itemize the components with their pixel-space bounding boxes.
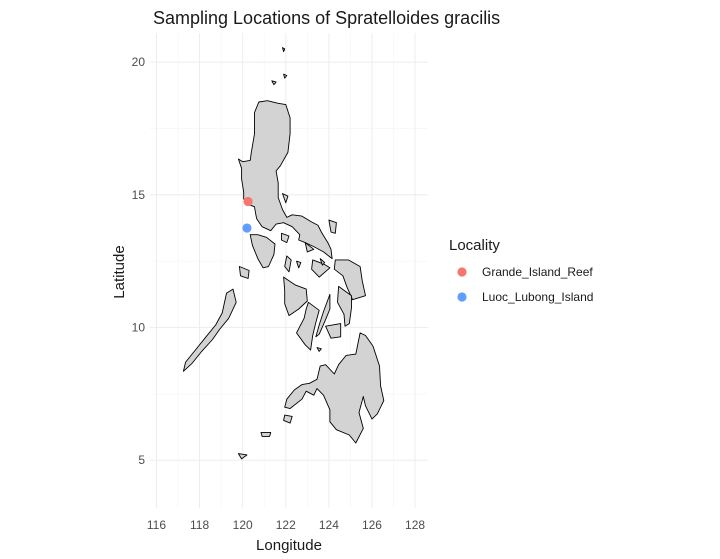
palawan-island — [182, 288, 237, 372]
basilan-island — [283, 414, 293, 424]
ticao-island — [319, 258, 326, 266]
babuyan-island — [283, 73, 288, 79]
cebu-island — [315, 293, 331, 338]
siquijor-island — [316, 347, 322, 352]
legend-marker — [457, 267, 467, 277]
legend-title: Locality — [449, 237, 500, 254]
x-tick-label: 124 — [319, 518, 339, 532]
tawi-tawi-island — [237, 453, 248, 460]
y-tick-label: 15 — [132, 188, 146, 202]
leyte-island — [337, 285, 352, 327]
sibuyan-island — [296, 260, 302, 269]
x-tick-label: 128 — [405, 518, 425, 532]
x-tick-label: 116 — [147, 518, 166, 532]
x-axis-title: Longitude — [256, 537, 322, 554]
jolo-island — [260, 431, 272, 437]
burias-island — [304, 242, 315, 253]
catanduanes-island — [328, 219, 337, 234]
luzon-island — [237, 100, 333, 260]
grid-lines — [150, 33, 428, 508]
busuanga-island — [238, 266, 250, 279]
y-tick-label: 5 — [138, 453, 145, 467]
mindanao-island — [284, 332, 385, 444]
y-tick-label: 10 — [132, 321, 146, 335]
sample-points — [242, 196, 253, 233]
negros-island — [296, 301, 320, 351]
marinduque-island — [281, 232, 290, 244]
x-tick-label: 122 — [276, 518, 296, 532]
legend-marker — [457, 292, 467, 302]
sample-point — [242, 223, 252, 233]
batanes-island — [282, 47, 286, 53]
philippines-landmass — [182, 47, 385, 460]
samar-island — [333, 259, 366, 301]
chart-title: Sampling Locations of Spratelloides grac… — [153, 8, 500, 28]
legend-label: Grande_Island_Reef — [482, 265, 593, 279]
y-axis-title: Latitude — [111, 245, 128, 298]
legend-label: Luoc_Lubong_Island — [482, 290, 593, 304]
x-axis-ticks: 116 118 120 122 124 126 128 — [147, 518, 426, 532]
x-tick-label: 120 — [233, 518, 253, 532]
sample-point — [243, 196, 253, 207]
y-axis-ticks: 5 10 15 20 — [132, 55, 146, 467]
panay-island — [283, 276, 308, 317]
legend: Locality Grande_Island_Reef Luoc_Lubong_I… — [449, 237, 593, 304]
polillo-island — [282, 193, 289, 204]
mindoro-island — [249, 234, 276, 269]
calayan-island — [271, 80, 277, 86]
romblon-tablas-island — [284, 255, 292, 273]
y-tick-label: 20 — [132, 55, 146, 69]
x-tick-label: 118 — [190, 518, 209, 532]
masbate-island — [311, 259, 331, 278]
bohol-island — [325, 323, 342, 339]
x-tick-label: 126 — [362, 518, 382, 532]
